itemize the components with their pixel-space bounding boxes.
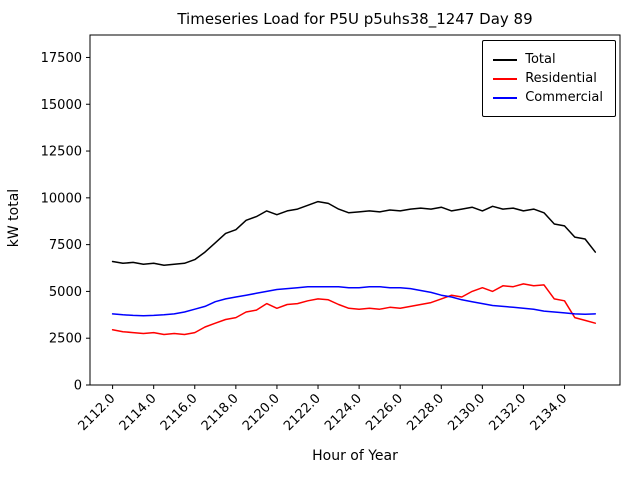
x-tick-label: 2116.0: [158, 391, 201, 434]
x-tick-label: 2114.0: [117, 391, 160, 434]
y-tick-label: 15000: [41, 98, 82, 113]
x-tick-label: 2112.0: [76, 391, 119, 434]
y-tick-label: 2500: [49, 332, 82, 347]
legend-label-total: Total: [525, 52, 556, 67]
x-tick-label: 2120.0: [240, 391, 283, 434]
legend-item-total: Total: [493, 52, 603, 67]
series-line-commercial: [111, 285, 597, 317]
commercial-line-swatch: [493, 96, 518, 99]
x-tick-label: 2130.0: [445, 391, 488, 434]
x-tick-label: 2118.0: [199, 391, 242, 434]
x-tick-label: 2124.0: [322, 391, 365, 434]
y-tick-label: 5000: [49, 285, 82, 300]
y-tick-label: 7500: [49, 238, 82, 253]
legend-label-residential: Residential: [525, 71, 597, 86]
legend: Total Residential Commercial: [482, 40, 616, 117]
y-tick-label: 10000: [41, 191, 82, 206]
residential-line-swatch: [493, 77, 518, 80]
x-tick-label: 2128.0: [404, 391, 447, 434]
x-tick-label: 2126.0: [363, 391, 406, 434]
y-tick-label: 12500: [41, 145, 82, 160]
legend-label-commercial: Commercial: [525, 90, 603, 105]
chart-title: Timeseries Load for P5U p5uhs38_1247 Day…: [177, 10, 533, 28]
total-line-swatch: [493, 58, 518, 61]
y-tick-label: 0: [74, 379, 82, 394]
series-line-total: [111, 200, 597, 266]
legend-item-commercial: Commercial: [493, 90, 603, 105]
x-tick-label: 2122.0: [281, 391, 324, 434]
axes-box: [89, 34, 621, 386]
x-tick-label: 2134.0: [528, 391, 571, 434]
y-axis-label: kW total: [6, 188, 22, 248]
y-tick-label: 17500: [41, 51, 82, 66]
series-line-residential: [111, 283, 597, 336]
x-tick-label: 2132.0: [486, 391, 529, 434]
x-axis-label: Hour of Year: [312, 448, 398, 464]
legend-item-residential: Residential: [493, 71, 603, 86]
